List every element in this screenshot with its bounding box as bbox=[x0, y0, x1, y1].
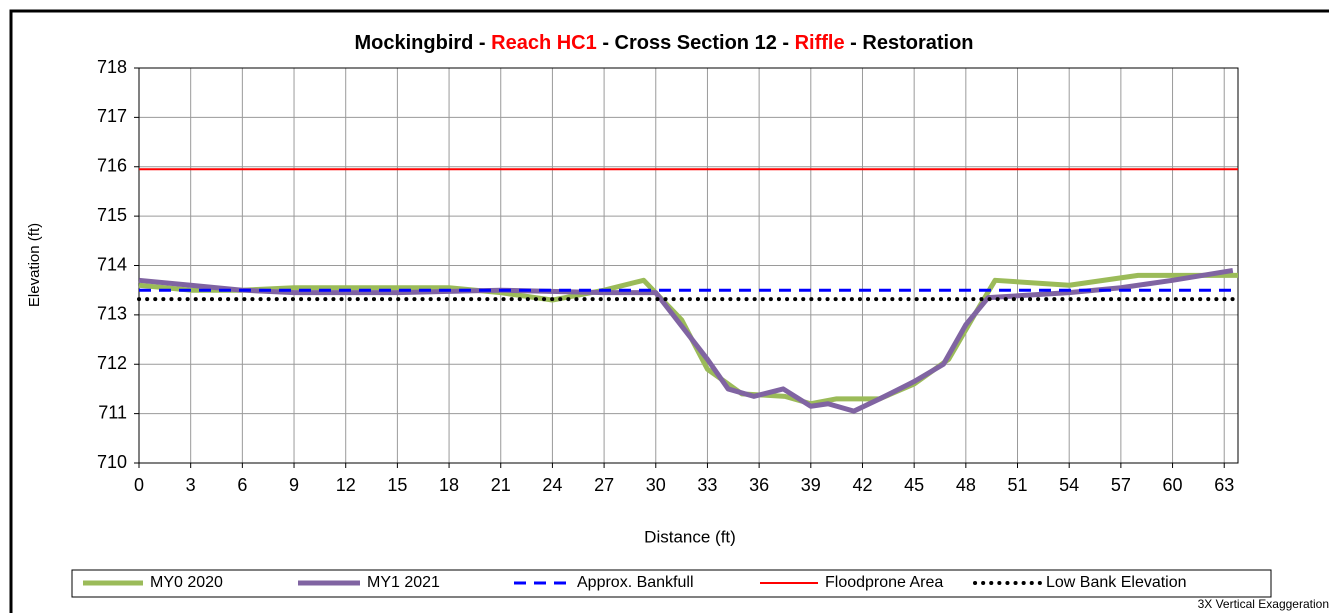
legend-label: Floodprone Area bbox=[825, 574, 943, 591]
x-tick-label: 21 bbox=[491, 475, 511, 495]
y-tick-label: 717 bbox=[97, 106, 127, 126]
title-part: - Cross Section 12 - bbox=[597, 32, 795, 54]
x-tick-label: 27 bbox=[594, 475, 614, 495]
y-tick-label: 710 bbox=[97, 452, 127, 472]
x-tick-label: 36 bbox=[749, 475, 769, 495]
x-tick-label: 9 bbox=[289, 475, 299, 495]
legend bbox=[71, 569, 1272, 598]
x-tick-label: 30 bbox=[646, 475, 666, 495]
y-tick-label: 716 bbox=[97, 156, 127, 176]
x-tick-label: 12 bbox=[336, 475, 356, 495]
x-tick-label: 18 bbox=[439, 475, 459, 495]
y-tick-label: 718 bbox=[97, 57, 127, 77]
x-axis-label: Distance (ft) bbox=[644, 527, 736, 546]
y-tick-label: 713 bbox=[97, 304, 127, 324]
title-part: - Restoration bbox=[845, 32, 974, 54]
y-tick-label: 712 bbox=[97, 353, 127, 373]
y-axis-label: Elevation (ft) bbox=[26, 223, 43, 307]
x-tick-label: 3 bbox=[186, 475, 196, 495]
x-tick-label: 39 bbox=[801, 475, 821, 495]
x-tick-label: 42 bbox=[852, 475, 872, 495]
x-tick-label: 0 bbox=[134, 475, 144, 495]
plot-area bbox=[138, 67, 1239, 464]
title-part: Reach HC1 bbox=[491, 32, 597, 54]
x-tick-label: 51 bbox=[1007, 475, 1027, 495]
legend-label: MY1 2021 bbox=[367, 574, 440, 591]
chart-title: Mockingbird - Reach HC1 - Cross Section … bbox=[354, 32, 973, 54]
x-tick-label: 57 bbox=[1111, 475, 1131, 495]
x-tick-label: 33 bbox=[697, 475, 717, 495]
y-tick-label: 711 bbox=[98, 402, 127, 422]
x-tick-label: 60 bbox=[1163, 475, 1183, 495]
y-tick-label: 715 bbox=[97, 205, 127, 225]
y-tick-label: 714 bbox=[97, 254, 127, 274]
x-tick-label: 15 bbox=[387, 475, 407, 495]
x-tick-label: 24 bbox=[542, 475, 562, 495]
legend-label: MY0 2020 bbox=[150, 574, 223, 591]
x-tick-label: 45 bbox=[904, 475, 924, 495]
title-part: Riffle bbox=[795, 32, 845, 54]
legend-label: Low Bank Elevation bbox=[1046, 574, 1187, 591]
annotation: 3X Vertical Exaggeration bbox=[1198, 597, 1329, 611]
x-tick-label: 54 bbox=[1059, 475, 1079, 495]
title-part: Mockingbird - bbox=[354, 32, 491, 54]
x-tick-label: 6 bbox=[237, 475, 247, 495]
x-tick-label: 48 bbox=[956, 475, 976, 495]
legend-label: Approx. Bankfull bbox=[577, 574, 694, 591]
x-tick-label: 63 bbox=[1214, 475, 1234, 495]
